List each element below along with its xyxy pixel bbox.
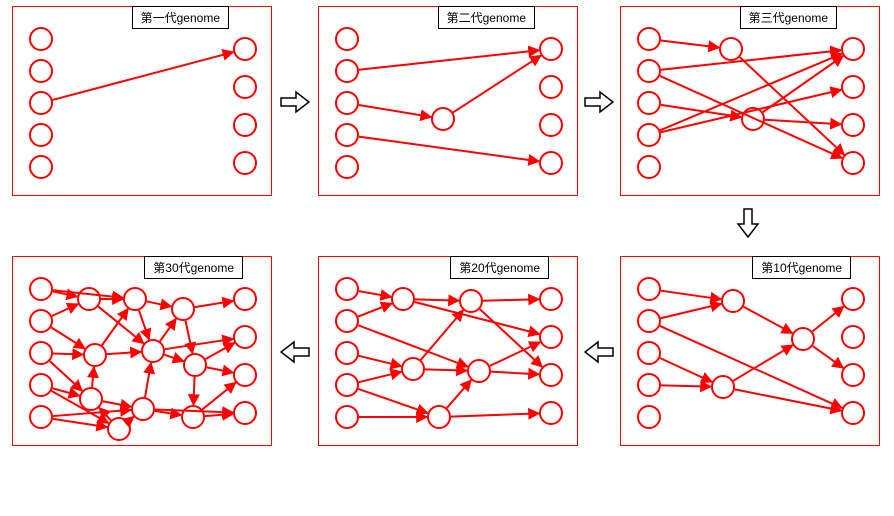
hidden-node xyxy=(181,405,205,429)
output-node xyxy=(233,37,257,61)
hidden-node xyxy=(171,297,195,321)
output-node xyxy=(841,287,865,311)
output-node xyxy=(841,401,865,425)
panel-label: 第二代genome xyxy=(438,6,535,29)
input-node xyxy=(335,277,359,301)
input-node xyxy=(335,373,359,397)
input-node xyxy=(637,405,661,429)
input-node xyxy=(335,405,359,429)
input-node xyxy=(29,59,53,83)
input-node xyxy=(29,27,53,51)
input-node xyxy=(637,27,661,51)
hidden-node xyxy=(77,287,101,311)
input-node xyxy=(637,277,661,301)
input-node xyxy=(637,341,661,365)
input-node xyxy=(29,373,53,397)
output-node xyxy=(841,113,865,137)
hidden-node xyxy=(719,37,743,61)
panel-gen2: 第二代genome xyxy=(318,6,578,196)
flow-arrow-right-icon xyxy=(584,90,614,114)
output-node xyxy=(539,75,563,99)
input-node xyxy=(335,123,359,147)
hidden-node xyxy=(79,387,103,411)
panel-label: 第一代genome xyxy=(132,6,229,29)
output-node xyxy=(539,401,563,425)
hidden-node xyxy=(183,353,207,377)
output-node xyxy=(841,75,865,99)
input-node xyxy=(335,155,359,179)
output-node xyxy=(539,113,563,137)
input-node xyxy=(335,91,359,115)
input-node xyxy=(29,155,53,179)
input-node xyxy=(29,91,53,115)
output-node xyxy=(539,363,563,387)
input-node xyxy=(637,155,661,179)
panel-label: 第10代genome xyxy=(752,256,851,279)
output-node xyxy=(233,151,257,175)
output-node xyxy=(841,325,865,349)
input-node xyxy=(29,309,53,333)
output-node xyxy=(539,37,563,61)
output-node xyxy=(539,151,563,175)
flow-arrow-right-icon xyxy=(280,90,310,114)
hidden-node xyxy=(401,357,425,381)
input-node xyxy=(29,123,53,147)
panel-gen20: 第20代genome xyxy=(318,256,578,446)
output-node xyxy=(233,363,257,387)
output-node xyxy=(233,287,257,311)
output-node xyxy=(233,75,257,99)
input-node xyxy=(637,123,661,147)
input-node xyxy=(637,91,661,115)
hidden-node xyxy=(711,375,735,399)
input-node xyxy=(637,373,661,397)
input-node xyxy=(637,309,661,333)
input-node xyxy=(29,277,53,301)
panel-gen10: 第10代genome xyxy=(620,256,880,446)
input-node xyxy=(335,309,359,333)
input-node xyxy=(29,341,53,365)
hidden-node xyxy=(721,289,745,313)
hidden-node xyxy=(459,289,483,313)
input-node xyxy=(637,59,661,83)
input-node xyxy=(29,405,53,429)
hidden-node xyxy=(123,287,147,311)
panel-gen1: 第一代genome xyxy=(12,6,272,196)
hidden-node xyxy=(791,327,815,351)
panel-label: 第30代genome xyxy=(144,256,243,279)
input-node xyxy=(335,341,359,365)
output-node xyxy=(539,287,563,311)
output-node xyxy=(539,325,563,349)
panel-gen30: 第30代genome xyxy=(12,256,272,446)
panel-gen3: 第三代genome xyxy=(620,6,880,196)
output-node xyxy=(841,151,865,175)
output-node xyxy=(841,363,865,387)
input-node xyxy=(335,59,359,83)
hidden-node xyxy=(391,287,415,311)
hidden-node xyxy=(741,107,765,131)
flow-arrow-left-icon xyxy=(280,340,310,364)
hidden-node xyxy=(467,359,491,383)
hidden-node xyxy=(107,417,131,441)
panel-label: 第20代genome xyxy=(450,256,549,279)
flow-arrow-left-icon xyxy=(584,340,614,364)
hidden-node xyxy=(427,405,451,429)
output-node xyxy=(233,325,257,349)
input-node xyxy=(335,27,359,51)
panel-label: 第三代genome xyxy=(740,6,837,29)
output-node xyxy=(233,401,257,425)
hidden-node xyxy=(431,107,455,131)
output-node xyxy=(233,113,257,137)
hidden-node xyxy=(131,397,155,421)
hidden-node xyxy=(83,343,107,367)
hidden-node xyxy=(141,339,165,363)
flow-arrow-down-icon xyxy=(736,208,760,238)
output-node xyxy=(841,37,865,61)
